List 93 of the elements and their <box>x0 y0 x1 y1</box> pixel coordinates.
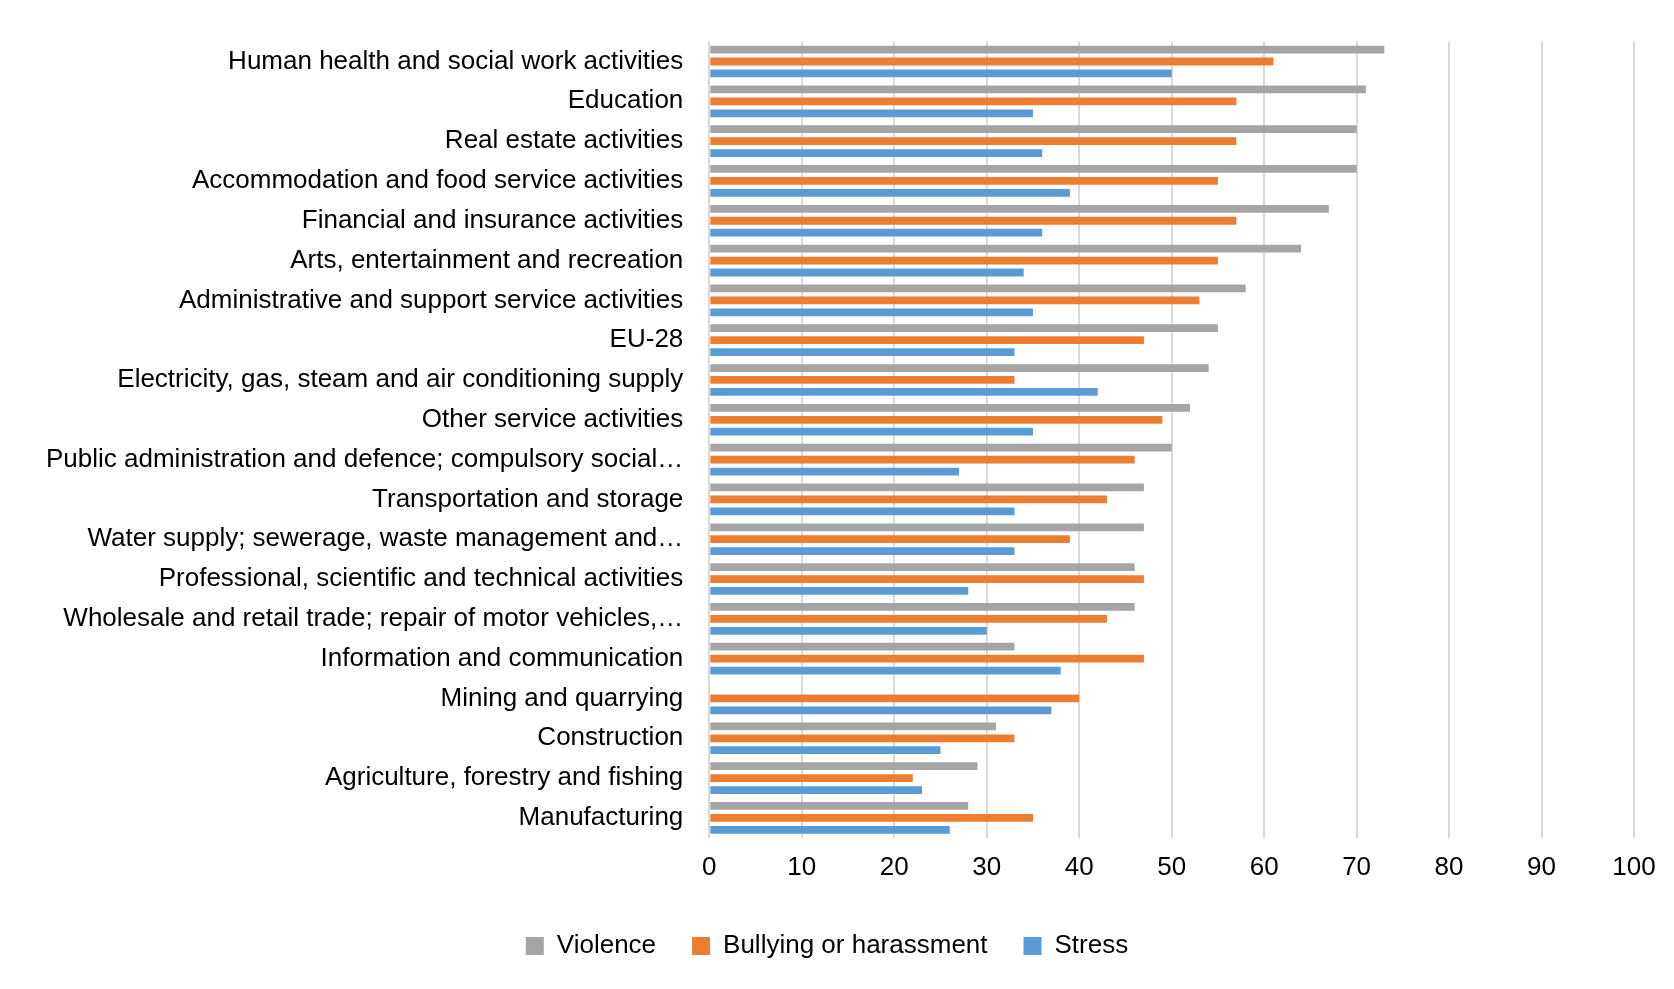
bar <box>710 814 1033 822</box>
legend-label: Violence <box>556 929 657 960</box>
y-tick-label: Other service activities <box>421 402 684 433</box>
bar <box>710 324 1218 333</box>
bar <box>710 626 987 635</box>
x-tick-label: 70 <box>1342 850 1372 881</box>
bar <box>710 654 1144 663</box>
bar <box>710 734 1015 743</box>
bar <box>710 603 1135 611</box>
bar <box>710 296 1200 305</box>
bar <box>710 507 1015 516</box>
y-tick-label: Arts, entertainment and recreation <box>290 243 684 274</box>
y-tick-label: Water supply; sewerage, waste management and… <box>87 522 684 553</box>
bar <box>710 177 1218 185</box>
bar <box>710 786 922 794</box>
y-tick-label: Education <box>567 84 684 115</box>
x-tick-label: 30 <box>972 850 1002 881</box>
bar <box>710 467 959 476</box>
bar <box>710 125 1357 134</box>
bar <box>710 348 1015 356</box>
y-tick-label: Wholesale and retail trade; repair of motor vehicles,… <box>63 602 684 633</box>
bar <box>710 825 950 834</box>
bar <box>710 802 969 810</box>
x-tick-label: 100 <box>1612 850 1656 881</box>
y-tick-label: Agriculture, forestry and fishing <box>324 761 684 792</box>
x-tick-label: 60 <box>1249 850 1279 881</box>
legend-label: Stress <box>1054 929 1129 960</box>
bar <box>710 268 1024 277</box>
bar <box>710 706 1052 715</box>
bar <box>710 575 1144 583</box>
bar <box>710 244 1302 253</box>
bar <box>710 97 1237 106</box>
bar <box>710 376 1015 384</box>
bar <box>710 149 1043 157</box>
bar <box>710 535 1070 544</box>
bar <box>710 189 1070 197</box>
bar <box>710 455 1135 464</box>
legend-label: Bullying or harassment <box>723 929 989 960</box>
bar <box>710 762 978 771</box>
bar <box>710 746 941 755</box>
bar <box>710 388 1098 396</box>
bar <box>710 495 1107 504</box>
bar <box>710 336 1144 345</box>
y-tick-label: Real estate activities <box>444 124 684 155</box>
y-tick-label: Transportation and storage <box>372 482 684 513</box>
x-tick-label: 20 <box>879 850 909 881</box>
bar <box>710 483 1144 492</box>
bar <box>710 523 1144 532</box>
bar <box>710 364 1209 372</box>
x-tick-label: 90 <box>1527 850 1556 881</box>
bar <box>710 109 1033 118</box>
y-tick-label: Human health and social work activities <box>228 44 684 75</box>
bar <box>710 284 1246 293</box>
y-tick-label: Mining and quarrying <box>440 681 684 712</box>
x-tick-label: 40 <box>1064 850 1094 881</box>
y-tick-label: Professional, scientific and technical activities <box>158 562 684 593</box>
y-tick-label: Financial and insurance activities <box>301 203 684 234</box>
bar <box>710 443 1172 452</box>
y-tick-label: EU-28 <box>609 323 684 354</box>
bar <box>710 563 1135 571</box>
y-tick-label: Accommodation and food service activities <box>191 164 684 195</box>
bar <box>710 256 1218 265</box>
bar <box>710 137 1237 146</box>
bar <box>710 57 1274 66</box>
x-tick-label: 50 <box>1157 850 1187 881</box>
bar <box>710 614 1107 623</box>
x-tick-label: 0 <box>702 850 717 881</box>
bar <box>710 722 996 731</box>
bar <box>710 547 1015 556</box>
y-tick-label: Electricity, gas, steam and air conditioning supply <box>117 363 684 394</box>
bar <box>710 666 1061 675</box>
bar <box>710 308 1033 317</box>
bar <box>710 415 1163 424</box>
bar <box>710 774 913 782</box>
bar <box>710 587 969 595</box>
y-tick-label: Information and communication <box>320 641 684 672</box>
y-tick-label: Administrative and support service activities <box>178 283 684 314</box>
y-tick-label: Manufacturing <box>518 801 684 832</box>
x-tick-label: 80 <box>1434 850 1464 881</box>
bar <box>710 694 1080 703</box>
bar <box>710 204 1329 213</box>
y-tick-label: Construction <box>537 721 684 752</box>
x-tick-label: 10 <box>787 850 817 881</box>
bar <box>710 69 1172 78</box>
bar <box>710 45 1385 54</box>
bar <box>710 403 1191 412</box>
bar <box>710 642 1015 651</box>
bar <box>710 427 1033 436</box>
bar <box>710 85 1366 94</box>
y-tick-label: Public administration and defence; compulsory social… <box>45 442 684 473</box>
bar <box>710 165 1357 173</box>
bar <box>710 228 1043 237</box>
bar <box>710 216 1237 225</box>
